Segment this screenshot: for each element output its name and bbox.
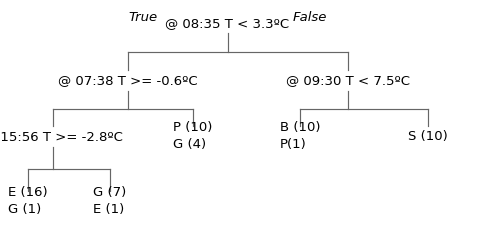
Text: @ 08:35 T < 3.3ºC: @ 08:35 T < 3.3ºC	[166, 17, 290, 30]
Text: B (10)
P(1): B (10) P(1)	[280, 121, 320, 151]
Text: @ 09:30 T < 7.5ºC: @ 09:30 T < 7.5ºC	[286, 74, 410, 87]
Text: G (7)
E (1): G (7) E (1)	[94, 186, 126, 216]
Text: False: False	[292, 11, 327, 24]
Text: S (10): S (10)	[408, 130, 448, 143]
Text: @ 15:56 T >= -2.8ºC: @ 15:56 T >= -2.8ºC	[0, 130, 122, 143]
Text: P (10)
G (4): P (10) G (4)	[173, 121, 212, 151]
Text: E (16)
G (1): E (16) G (1)	[8, 186, 48, 216]
Text: True: True	[128, 11, 158, 24]
Text: @ 07:38 T >= -0.6ºC: @ 07:38 T >= -0.6ºC	[58, 74, 198, 87]
